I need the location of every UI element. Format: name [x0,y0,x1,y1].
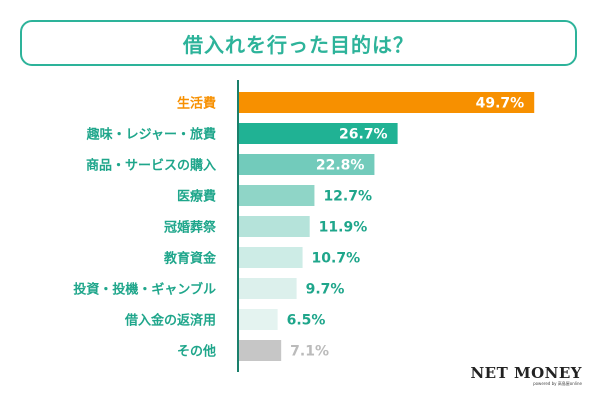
bar [239,247,303,268]
value-label: 22.8% [316,158,365,174]
value-label: 12.7% [323,189,372,205]
category-label: 借入金の返済用 [124,313,216,329]
value-label: 9.7% [306,282,345,298]
bar [239,309,278,330]
title-box: 借入れを行った目的は？ [20,20,577,66]
category-label: 冠婚葬祭 [164,220,217,236]
bar [239,154,375,175]
brand-subtitle: powered by 高島屋online [533,381,582,386]
category-label: 医療費 [177,189,216,205]
bar [239,340,282,361]
category-label: 趣味・レジャー・旅費 [86,127,216,143]
bar [239,123,398,144]
chart-title: 借入れを行った目的は？ [183,32,414,57]
brand-logo: NET MONEY powered by 高島屋online [470,366,582,386]
bar [239,92,535,113]
category-label: その他 [177,344,216,360]
value-label: 11.9% [319,220,368,236]
value-label: 6.5% [287,313,326,329]
value-label: 26.7% [339,127,388,143]
bar [239,278,297,299]
bar [239,185,315,206]
category-label: 教育資金 [163,251,217,267]
bar [239,216,310,237]
value-label: 10.7% [312,251,361,267]
category-label: 投資・投機・ギャンブル [73,282,216,298]
category-label: 生活費 [177,96,216,112]
brand-name: NET MONEY [470,364,582,382]
value-label: 7.1% [290,344,329,360]
category-label: 商品・サービスの購入 [86,158,216,174]
value-label: 49.7% [476,96,525,112]
